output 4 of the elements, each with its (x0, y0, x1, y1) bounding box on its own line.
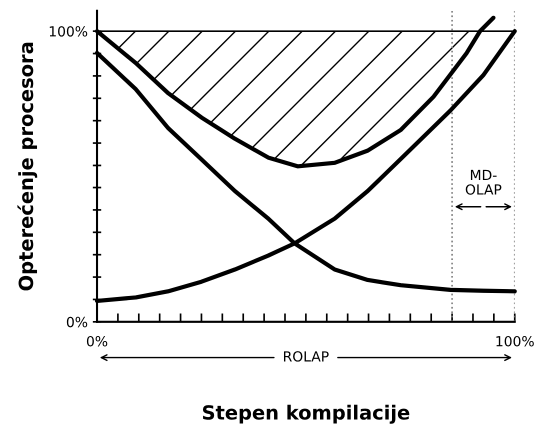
text: ROLAP (284, 351, 329, 362)
y-axis-title: Opterećenje procesora (17, 42, 38, 290)
annotation: MD- OLAP (466, 170, 502, 195)
x-axis-title: Stepen kompilacije (202, 404, 410, 424)
